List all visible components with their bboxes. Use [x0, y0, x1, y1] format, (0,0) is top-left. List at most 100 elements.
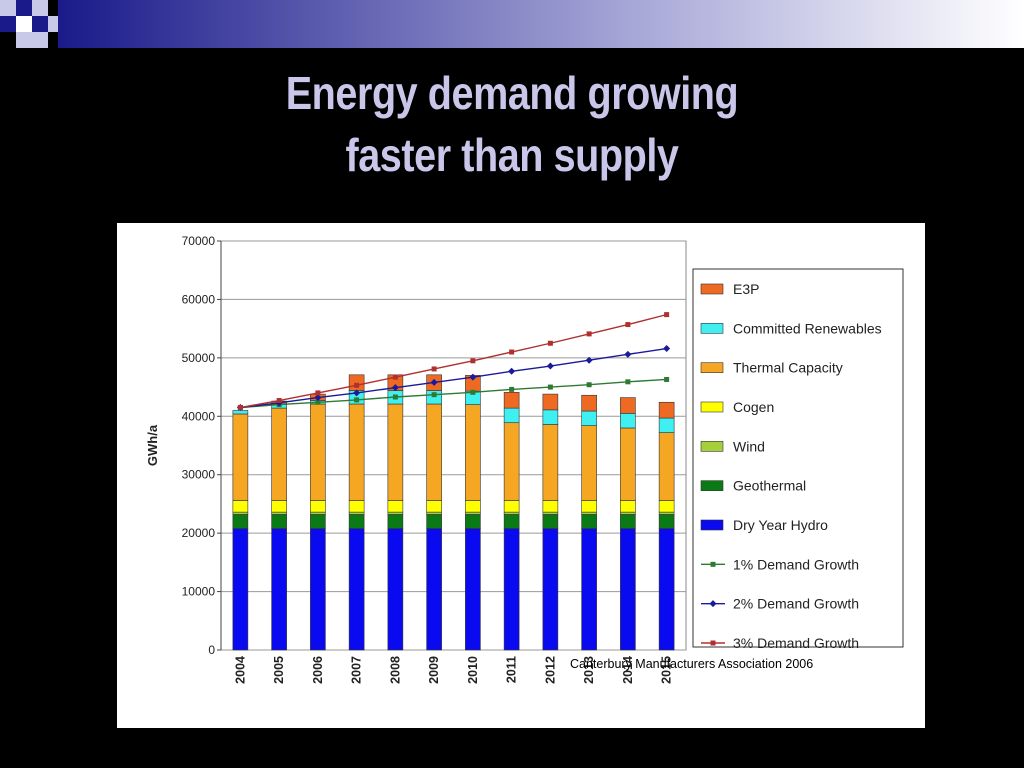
legend-box — [692, 268, 904, 648]
legend-swatch — [700, 362, 724, 373]
line-point — [431, 366, 437, 372]
legend-marker — [709, 600, 717, 608]
x-tick-label: 2008 — [388, 656, 402, 684]
bar-segment — [581, 394, 597, 412]
bar-segment — [620, 397, 636, 414]
bar-segment — [581, 514, 597, 529]
bar-segment — [348, 403, 365, 501]
legend-label: Cogen — [733, 399, 774, 415]
chart-panel: 0 10000 20000 30000 40000 50000 60000 70000 GWh/… — [117, 223, 925, 728]
legend-marker — [710, 561, 716, 567]
line-point — [509, 386, 515, 392]
bar-segment — [658, 432, 675, 501]
logo-square — [32, 16, 48, 32]
bar-segment — [232, 514, 249, 529]
line-point — [315, 399, 321, 405]
bar-segment — [465, 500, 481, 513]
bar-segment — [426, 528, 442, 651]
slide-title: Energy demand growing faster than supply — [72, 62, 953, 186]
bar-segment — [387, 500, 404, 513]
bar-segment — [271, 528, 287, 651]
legend-swatch — [700, 401, 724, 413]
bar-segment — [387, 403, 404, 501]
bar-segment — [658, 401, 675, 419]
bar-segment — [348, 374, 365, 391]
logo-square — [0, 16, 16, 32]
bar-segment — [542, 424, 559, 501]
line-point — [315, 390, 321, 396]
line-point — [547, 384, 553, 390]
bar-segment — [426, 403, 442, 501]
bar-segment — [503, 392, 520, 409]
line-point — [585, 356, 593, 364]
legend-label: 3% Demand Growth — [733, 635, 859, 651]
line-point — [392, 394, 398, 400]
bar-segment — [620, 413, 636, 429]
bar-segment — [503, 500, 520, 513]
legend-swatch — [700, 519, 724, 531]
x-tick-label: 2009 — [427, 656, 441, 684]
x-tick-label: 2005 — [272, 656, 286, 684]
bar-segment — [232, 413, 249, 501]
legend-label: Geothermal — [733, 478, 806, 494]
bar-segment — [348, 514, 365, 529]
x-tick-label: 2012 — [543, 656, 557, 684]
x-tick-label: 2006 — [311, 656, 325, 684]
title-line-2: faster than supply — [345, 129, 679, 181]
bar-segment — [658, 528, 675, 651]
logo-square — [32, 0, 48, 16]
line-point — [354, 382, 360, 388]
legend-swatch — [700, 441, 724, 452]
legend-label: Committed Renewables — [733, 320, 882, 336]
bar-segment — [503, 407, 520, 424]
bar-segment — [310, 514, 326, 529]
legend-swatch — [700, 480, 724, 491]
bar-segment — [503, 514, 520, 529]
bar-segment — [581, 511, 597, 515]
line-point — [546, 362, 554, 370]
bar-segment — [465, 514, 481, 529]
bar-segment — [581, 410, 597, 426]
bar-segment — [348, 500, 365, 513]
bar-segment — [387, 528, 404, 651]
logo-square — [0, 0, 16, 16]
y-tick-label: 70000 — [182, 234, 216, 248]
bar-segment — [310, 500, 326, 513]
bar-segment — [620, 500, 636, 513]
bar-segment — [503, 528, 520, 651]
logo-square — [16, 0, 32, 16]
bar-segment — [465, 528, 481, 651]
line-point — [664, 376, 670, 382]
logo-square — [32, 32, 48, 48]
line-point — [509, 349, 515, 355]
bar-segment — [503, 511, 520, 515]
bar-segment — [620, 514, 636, 529]
bar-segment — [271, 500, 287, 513]
legend-label: Wind — [733, 438, 765, 454]
line-point — [624, 350, 632, 358]
bar-segment — [271, 407, 287, 501]
line-point — [430, 378, 438, 386]
title-line-1: Energy demand growing — [285, 67, 739, 119]
demand-line — [240, 378, 667, 409]
legend-label: E3P — [733, 281, 759, 297]
line-point — [470, 358, 476, 364]
line-point — [392, 374, 398, 380]
bar-segment — [310, 403, 326, 501]
x-tick-label: 2013 — [582, 656, 596, 684]
line-point — [586, 382, 592, 388]
plot-area — [220, 240, 687, 651]
bar-segment — [620, 427, 636, 501]
bar-segment — [658, 417, 675, 433]
line-point — [664, 312, 670, 318]
demand-line — [240, 347, 667, 409]
bar-segment — [310, 511, 326, 515]
stacked-bar-chart: 0 10000 20000 30000 40000 50000 60000 70000 GWh/… — [145, 234, 904, 684]
bar-segment — [542, 393, 559, 411]
y-tick-label: 40000 — [182, 409, 216, 423]
line-point — [237, 405, 243, 411]
legend-label: Dry Year Hydro — [733, 517, 828, 533]
y-tick-label: 10000 — [182, 585, 216, 599]
bar-segment — [542, 514, 559, 529]
line-point — [547, 340, 553, 346]
